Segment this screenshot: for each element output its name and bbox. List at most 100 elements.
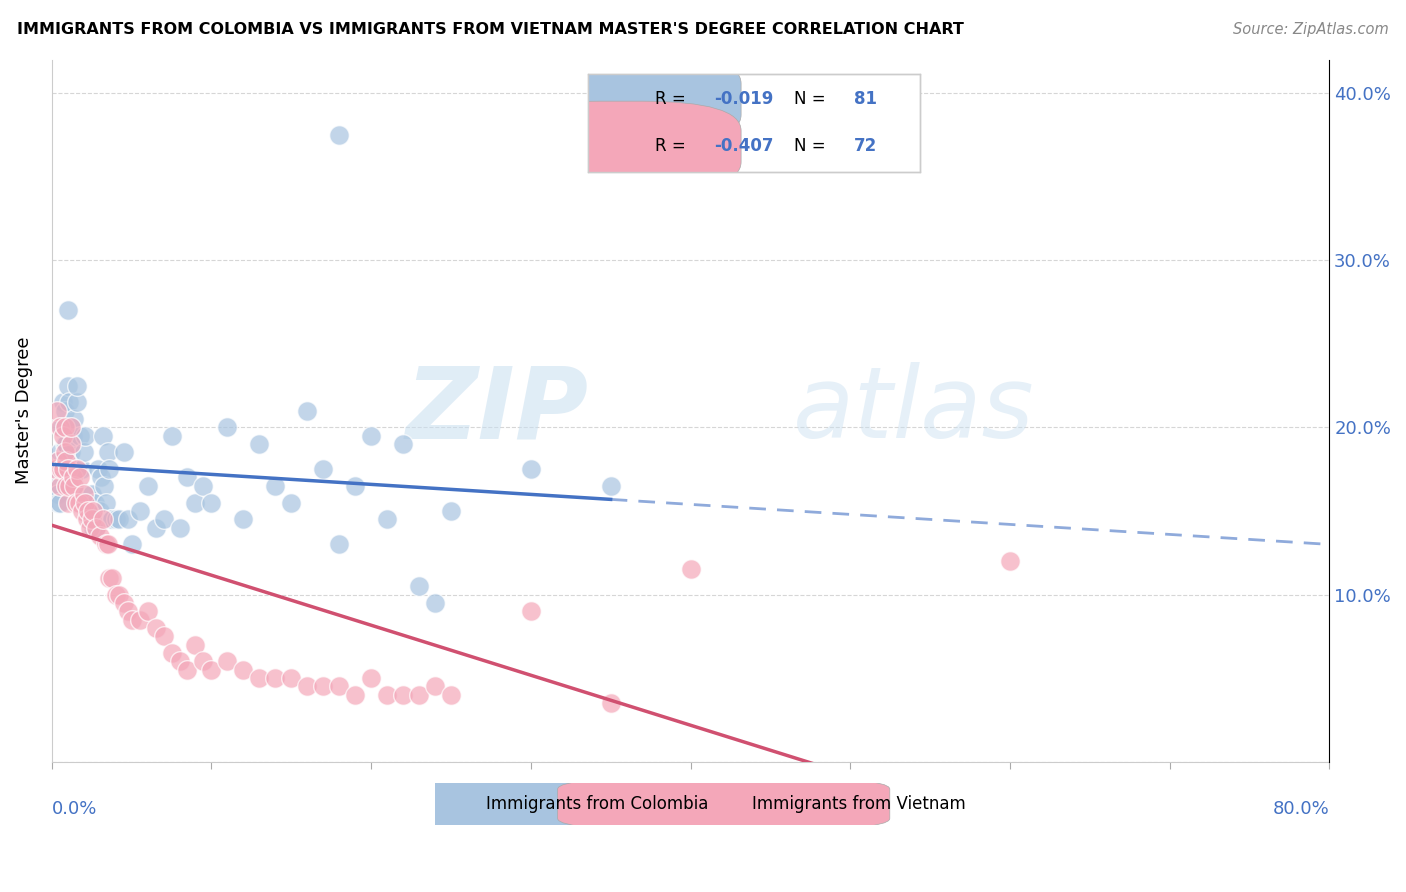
Point	[70, 462, 93, 476]
Point	[200, 495, 222, 509]
Point	[86, 521, 108, 535]
Point	[73, 445, 96, 459]
Point	[58, 462, 80, 476]
Point	[63, 479, 86, 493]
Point	[100, 512, 122, 526]
Point	[82, 521, 104, 535]
Point	[184, 638, 207, 652]
Point	[360, 428, 382, 442]
Point	[44, 462, 66, 476]
Point	[86, 521, 108, 535]
Point	[79, 512, 101, 526]
Point	[108, 587, 131, 601]
Point	[200, 663, 222, 677]
Point	[280, 495, 302, 509]
Point	[344, 688, 367, 702]
Point	[193, 479, 215, 493]
Point	[70, 504, 93, 518]
Point	[73, 487, 96, 501]
Point	[66, 378, 89, 392]
Point	[408, 688, 430, 702]
Text: 80.0%: 80.0%	[1272, 800, 1329, 818]
Point	[65, 495, 87, 509]
Point	[117, 512, 139, 526]
Point	[59, 420, 82, 434]
Point	[328, 680, 350, 694]
Text: ZIP: ZIP	[405, 362, 588, 459]
Point	[94, 495, 117, 509]
Point	[97, 537, 120, 551]
Point	[91, 512, 114, 526]
Point	[83, 495, 105, 509]
Point	[62, 428, 84, 442]
Point	[176, 663, 198, 677]
Point	[679, 562, 702, 576]
Point	[128, 613, 150, 627]
Point	[217, 420, 239, 434]
Point	[193, 654, 215, 668]
Point	[45, 479, 67, 493]
Point	[48, 479, 70, 493]
Point	[48, 420, 70, 434]
Point	[264, 479, 287, 493]
Point	[53, 403, 76, 417]
Point	[51, 420, 73, 434]
Point	[344, 479, 367, 493]
Point	[98, 462, 121, 476]
Point	[66, 395, 89, 409]
Point	[77, 495, 100, 509]
Point	[58, 479, 80, 493]
Point	[59, 437, 82, 451]
Point	[93, 479, 115, 493]
Point	[91, 428, 114, 442]
Point	[408, 579, 430, 593]
Point	[46, 454, 69, 468]
Point	[75, 495, 97, 509]
Point	[136, 604, 159, 618]
Point	[328, 128, 350, 142]
Point	[145, 521, 167, 535]
Point	[59, 445, 82, 459]
Point	[440, 504, 463, 518]
Point	[423, 680, 446, 694]
Point	[217, 654, 239, 668]
Point	[599, 479, 621, 493]
Point	[48, 495, 70, 509]
Point	[90, 470, 112, 484]
Point	[121, 537, 143, 551]
Point	[55, 479, 77, 493]
Point	[160, 428, 183, 442]
Point	[94, 537, 117, 551]
Point	[247, 671, 270, 685]
Point	[75, 428, 97, 442]
Point	[152, 629, 174, 643]
Point	[56, 495, 79, 509]
Point	[77, 504, 100, 518]
Point	[63, 412, 86, 426]
Point	[44, 462, 66, 476]
Point	[169, 654, 191, 668]
Point	[520, 604, 543, 618]
Point	[89, 504, 111, 518]
Point	[76, 487, 98, 501]
Point	[53, 437, 76, 451]
Point	[97, 445, 120, 459]
Text: 0.0%: 0.0%	[52, 800, 97, 818]
Point	[53, 445, 76, 459]
Point	[297, 403, 319, 417]
Point	[55, 437, 77, 451]
Point	[55, 462, 77, 476]
Point	[108, 512, 131, 526]
Point	[45, 403, 67, 417]
Point	[264, 671, 287, 685]
Point	[104, 587, 127, 601]
Point	[247, 437, 270, 451]
Point	[184, 495, 207, 509]
Point	[56, 378, 79, 392]
Point	[136, 479, 159, 493]
Point	[59, 420, 82, 434]
Point	[67, 462, 90, 476]
Y-axis label: Master's Degree: Master's Degree	[15, 337, 32, 484]
Point	[297, 680, 319, 694]
Point	[375, 512, 398, 526]
